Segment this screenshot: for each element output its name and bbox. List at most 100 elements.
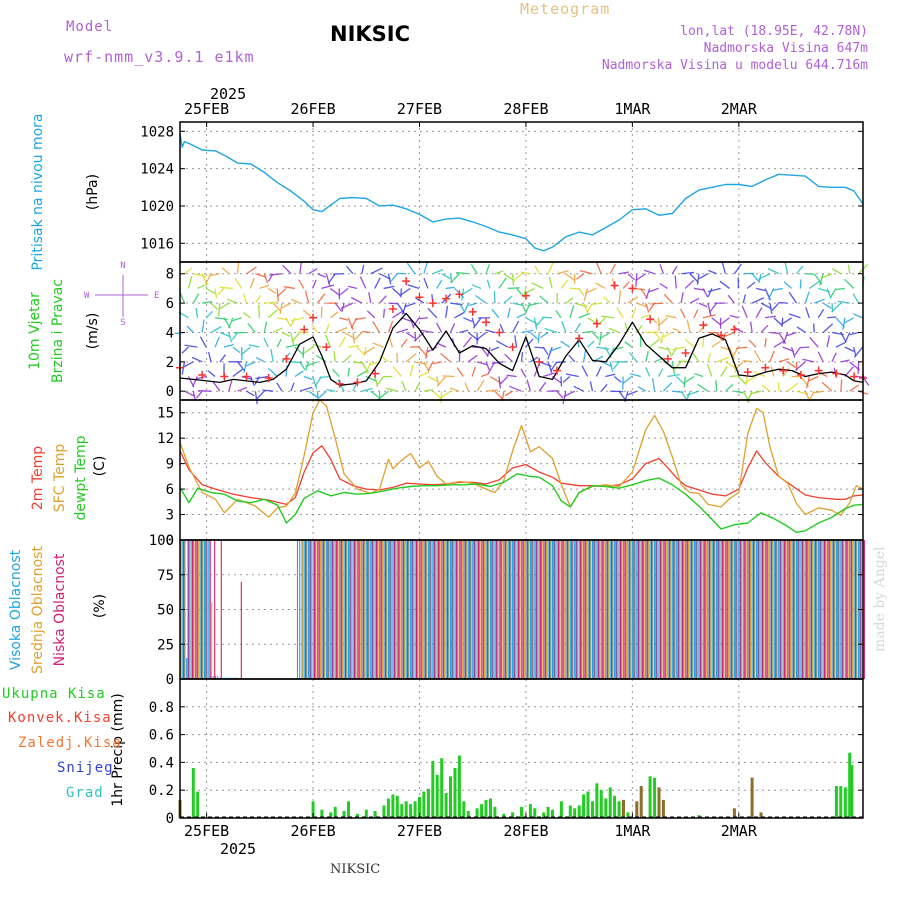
wind-direction-arrow: [181, 346, 189, 354]
wind-direction-arrow: [808, 280, 821, 289]
wind-direction-arrow: [538, 381, 547, 392]
wind-direction-arrow: [753, 350, 762, 363]
wind-direction-arrow: [400, 288, 402, 298]
wind-direction-arrow: [263, 337, 269, 348]
wind-direction-arrow: [440, 353, 451, 363]
precip-bar: [422, 791, 426, 818]
wind-direction-arrow: [531, 282, 544, 290]
wind-direction-arrow: [472, 317, 482, 329]
wind-direction-arrow: [514, 335, 518, 348]
precip-bar: [559, 801, 563, 818]
wind-direction-arrow: [291, 298, 301, 304]
wind-direction-arrow: [476, 379, 485, 392]
wind-direction-arrow: [722, 331, 735, 338]
precip-bar: [502, 813, 506, 818]
wind-direction-arrow: [267, 367, 278, 377]
wind-direction-arrow: [755, 287, 766, 292]
wind-direction-arrow: [684, 279, 695, 289]
wind-direction-arrow: [191, 356, 203, 363]
wind-direction-arrow: [702, 288, 709, 298]
wind-direction-arrow: [368, 292, 372, 304]
wind-direction-arrow: [788, 313, 801, 319]
model-name: wrf-nmm_v3.9.1 e1km: [64, 48, 255, 66]
wind-gust-marker: [681, 349, 690, 358]
wind-direction-arrow: [304, 346, 313, 354]
wind-direction-arrow: [405, 353, 417, 363]
wind-direction-arrow: [302, 347, 305, 359]
wind-direction-arrow: [796, 326, 806, 334]
wind-direction-arrow: [767, 267, 780, 275]
wind-direction-arrow: [187, 275, 193, 289]
wind-direction-arrow: [805, 376, 810, 389]
wind-direction-arrow: [270, 348, 274, 362]
wind-direction-arrow: [352, 361, 362, 364]
precip-bar: [435, 774, 439, 818]
wind-direction-arrow: [382, 308, 386, 318]
wind-direction-arrow: [844, 346, 855, 352]
wind-direction-arrow: [631, 307, 637, 319]
wind-direction-arrow: [539, 295, 549, 304]
wind-gust-marker: [300, 325, 309, 334]
wind-direction-arrow: [636, 302, 648, 308]
wind-direction-arrow: [333, 350, 336, 362]
wind-direction-arrow: [471, 366, 476, 377]
wind-direction-arrow: [526, 379, 531, 392]
wind-direction-arrow: [529, 331, 539, 341]
wind-direction-arrow: [476, 361, 487, 366]
wind-direction-arrow: [192, 293, 200, 304]
precip-bar: [409, 804, 413, 818]
wind-direction-arrow: [221, 267, 230, 275]
wind-direction-arrow: [240, 346, 251, 356]
wind-direction-arrow: [556, 270, 569, 275]
wind-direction-arrow: [760, 302, 772, 310]
wind-direction-arrow: [441, 390, 451, 398]
wind-direction-arrow: [418, 371, 430, 378]
wind-direction-arrow: [535, 317, 544, 327]
precip-bar: [582, 794, 586, 818]
wind-direction-arrow: [649, 339, 660, 348]
wind-direction-arrow: [778, 301, 788, 304]
wind-direction-arrow: [184, 267, 192, 275]
wind-direction-arrow: [746, 281, 756, 289]
wind-direction-arrow: [720, 366, 728, 377]
wind-gust-marker: [371, 369, 380, 378]
wind-direction-arrow: [399, 287, 411, 297]
wind-direction-arrow: [812, 323, 815, 333]
precip-bar: [657, 787, 661, 818]
clouds-ytick-label: 50: [157, 603, 174, 619]
wind-gust-marker: [730, 325, 739, 334]
wind-direction-arrow: [196, 375, 207, 380]
wind-direction-arrow: [769, 302, 773, 315]
wind-direction-arrow: [659, 264, 665, 274]
wind-direction-arrow: [231, 332, 239, 341]
wind-direction-arrow: [511, 273, 515, 286]
wind-direction-arrow: [509, 385, 522, 392]
wind-direction-arrow: [413, 317, 420, 327]
wind-direction-arrow: [613, 376, 622, 383]
precip-bar: [653, 777, 657, 818]
wind-direction-arrow: [326, 388, 336, 392]
wind-direction-arrow: [404, 302, 416, 308]
wind-direction-arrow: [605, 373, 616, 378]
wind-direction-arrow: [853, 346, 864, 358]
clouds-ytick-label: 25: [157, 637, 174, 653]
wind-direction-arrow: [294, 370, 304, 378]
wind-direction-arrow: [612, 361, 620, 370]
wind-direction-arrow: [674, 275, 677, 289]
wind-gust-marker: [761, 363, 770, 372]
precip-bar: [391, 794, 395, 818]
wind-direction-arrow: [485, 264, 491, 274]
wind-direction-arrow: [729, 374, 741, 378]
precip-bar: [431, 761, 435, 818]
bottom-axis-date: 27FEB: [397, 822, 442, 840]
wind-direction-arrow: [350, 296, 363, 304]
wind-direction-arrow: [392, 365, 402, 377]
wind-direction-arrow: [290, 382, 295, 392]
wind-direction-arrow: [217, 287, 225, 296]
wind-direction-arrow: [195, 390, 203, 399]
wind-direction-arrow: [764, 315, 776, 319]
wind-direction-arrow: [562, 391, 567, 405]
wind-direction-arrow: [534, 346, 545, 349]
wind-gust-marker: [717, 331, 726, 340]
